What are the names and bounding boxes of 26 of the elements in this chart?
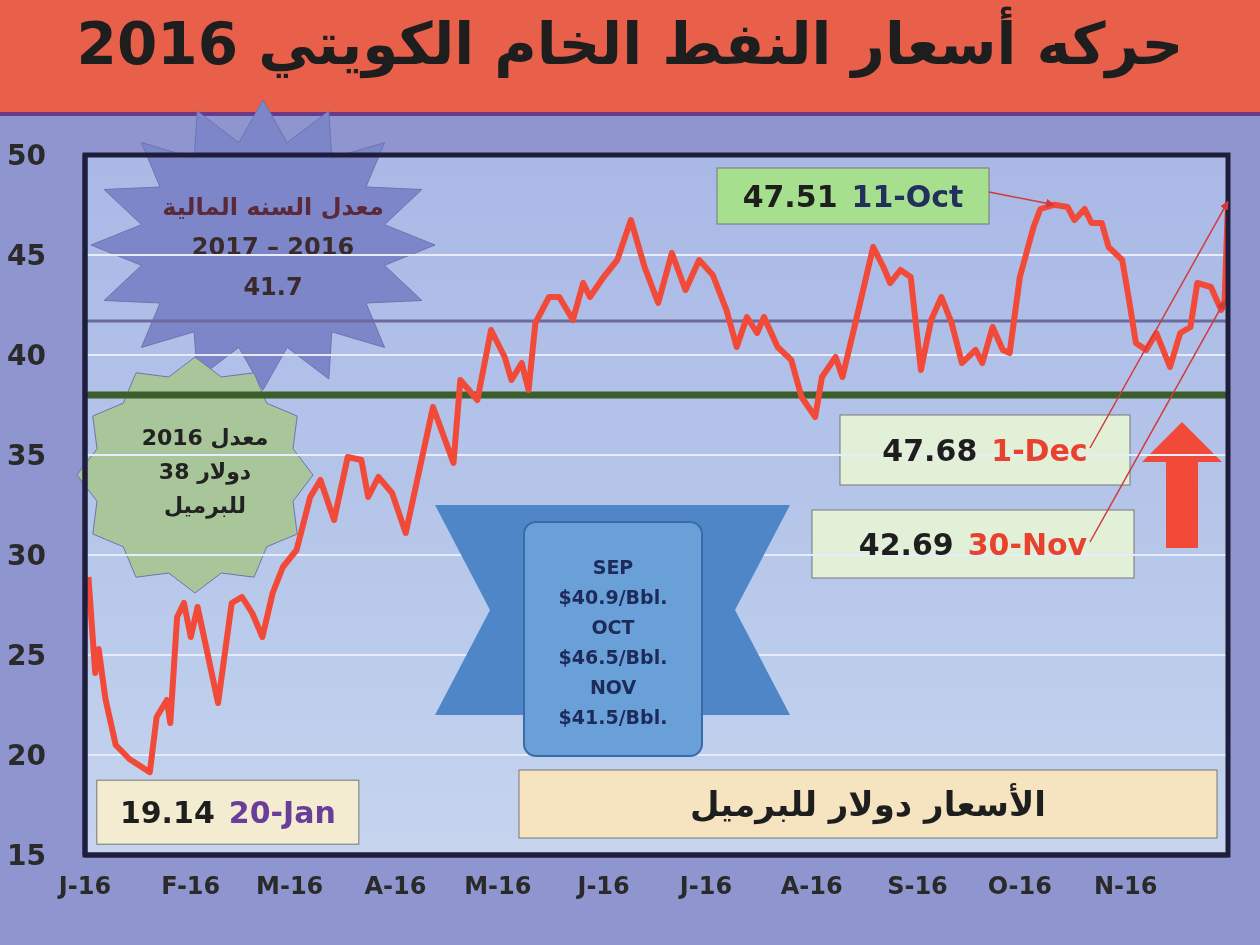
x-tick-label: J-16: [575, 872, 630, 901]
annotation: 19.14 20-Jan: [119, 795, 336, 831]
x-tick-label: A-16: [364, 872, 427, 901]
x-tick-label: M-16: [464, 872, 532, 901]
y-tick-label: 40: [7, 338, 46, 372]
x-tick-label: M-16: [256, 872, 324, 901]
annotation: 47.68 1-Dec: [882, 433, 1088, 468]
y-tick-label: 35: [7, 438, 46, 472]
x-tick-label: F-16: [161, 872, 221, 901]
x-tick-label: N-16: [1093, 872, 1158, 901]
y-tick-label: 20: [7, 738, 46, 772]
x-tick-label: J-16: [56, 872, 112, 901]
x-tick-label: J-16: [677, 872, 733, 901]
x-tick-label: S-16: [887, 872, 948, 901]
y-tick-label: 50: [7, 138, 46, 172]
annotation: الأسعار دولار للبرميل: [689, 783, 1047, 825]
annotation: 42.69 30-Nov: [858, 527, 1088, 562]
ref-line-label: معدل 2016 دولار 38 للبرميل: [141, 425, 269, 519]
annotation: 47.51 11-Oct: [742, 179, 964, 214]
x-tick-label: O-16: [987, 872, 1052, 901]
annotation: SEP $40.9/Bbl. OCT $46.5/Bbl. NOV $41.5/Bbl.: [558, 556, 668, 728]
y-tick-label: 45: [7, 238, 46, 272]
y-tick-label: 15: [7, 838, 46, 872]
y-tick-label: 25: [7, 638, 46, 672]
y-tick-label: 30: [7, 538, 46, 572]
x-tick-label: A-16: [780, 872, 843, 901]
